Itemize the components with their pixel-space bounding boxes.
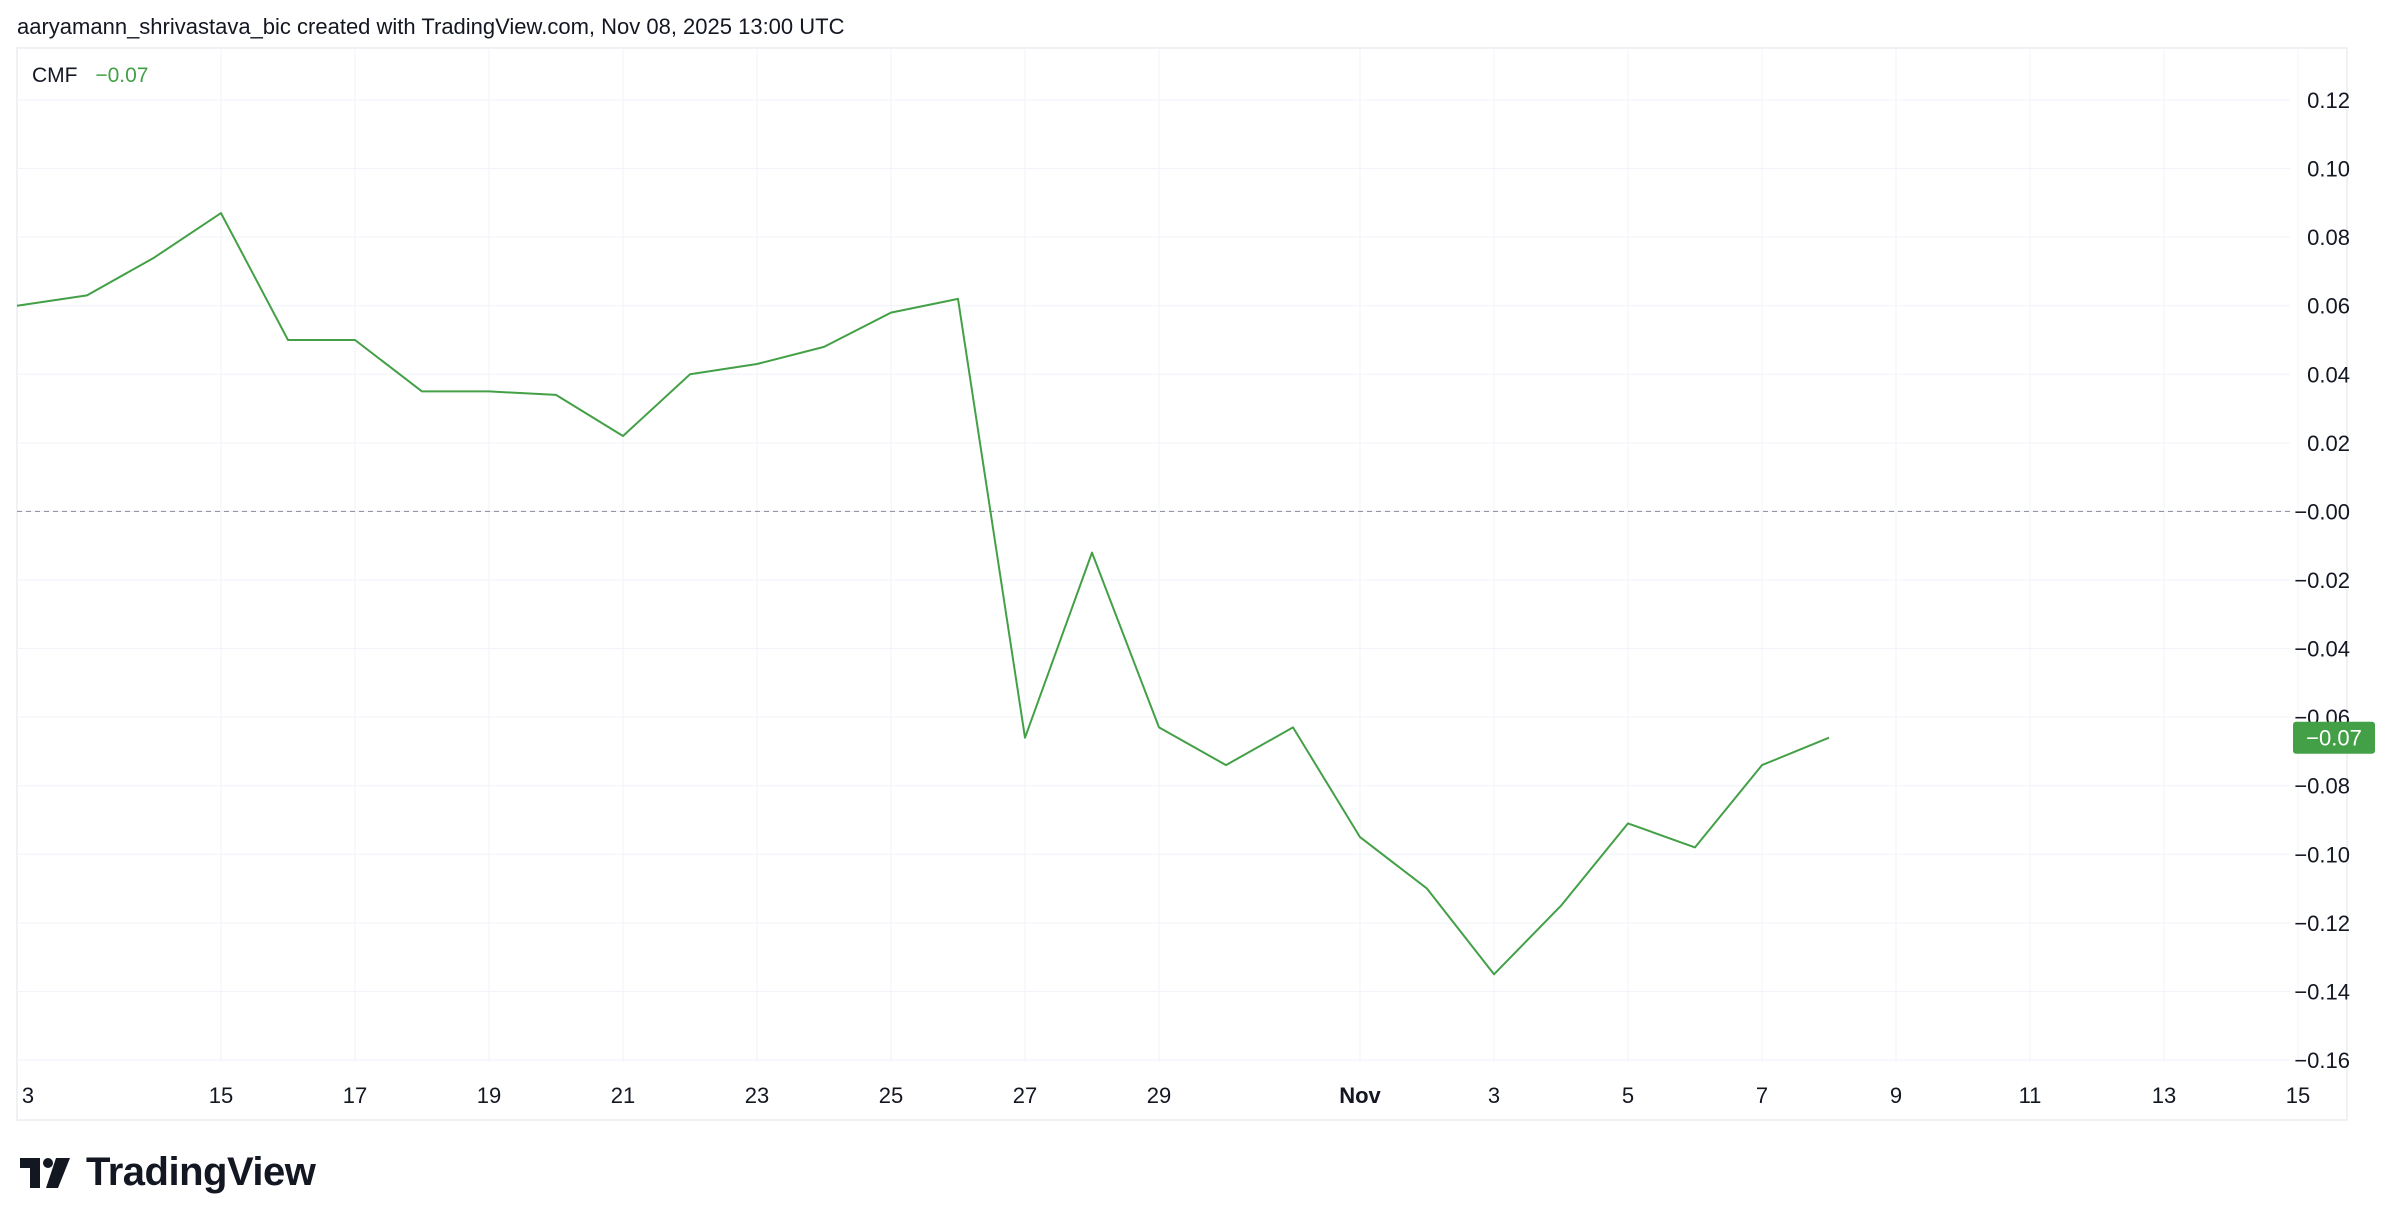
plot-frame [16,47,2348,1121]
y-tick-label: −0.08 [2294,774,2350,799]
last-value-badge: −0.07 [2293,721,2375,754]
y-axis: 0.12 0.10 0.08 0.06 0.04 0.02 −0.00 −0.02 −0.04 −… [2294,88,2350,1073]
cmf-series-line [16,212,1830,976]
x-tick-label: 13 [2152,1083,2176,1108]
indicator-legend[interactable]: CMF −0.07 [32,64,148,88]
grid-lines [17,48,2299,1062]
x-tick-label: 15 [209,1083,233,1108]
x-tick-label: 21 [611,1083,635,1108]
y-tick-label: −0.04 [2294,637,2350,662]
y-tick-label: 0.02 [2307,431,2350,456]
x-axis: 3 15 17 19 21 23 25 27 29 Nov 3 5 7 9 11 13 15 [22,1083,2310,1108]
tradingview-logo-icon [20,1157,70,1188]
x-tick-label: 29 [1147,1083,1171,1108]
last-value-badge-bg [2293,721,2375,754]
y-tick-label: 0.10 [2307,157,2350,182]
x-tick-label: 15 [2286,1083,2310,1108]
y-tick-label: −0.00 [2294,499,2350,524]
brand-name: TradingView [86,1150,316,1194]
y-tick-label: −0.02 [2294,568,2350,593]
x-tick-label: 11 [2019,1083,2042,1108]
y-tick-label: −0.16 [2294,1048,2350,1073]
x-tick-label: 5 [1622,1083,1634,1108]
last-value-badge-label: −0.07 [2306,726,2362,751]
x-tick-label: 9 [1890,1083,1902,1108]
y-tick-label: 0.08 [2307,225,2350,250]
y-tick-label: −0.10 [2294,842,2350,867]
x-tick-label: 7 [1756,1083,1768,1108]
legend-value: −0.07 [95,64,149,87]
x-tick-label: 19 [477,1083,501,1108]
y-tick-label: 0.04 [2307,362,2350,387]
cmf-line [16,212,1830,976]
tradingview-brand[interactable]: TradingView [20,1150,316,1195]
x-tick-label: 23 [745,1083,769,1108]
x-tick-label: 3 [22,1083,34,1108]
x-tick-label: 3 [1488,1083,1500,1108]
x-tick-label: 17 [343,1083,367,1108]
y-tick-label: −0.12 [2294,911,2350,936]
y-tick-label: 0.06 [2307,294,2350,319]
y-tick-label: 0.12 [2307,88,2350,113]
x-tick-label: 27 [1013,1083,1037,1108]
x-tick-label: 25 [879,1083,903,1108]
legend-name: CMF [32,64,78,87]
chart-attribution: aaryamann_shrivastava_bic created with T… [17,14,845,39]
x-tick-label: Nov [1339,1083,1381,1108]
y-tick-label: −0.14 [2294,979,2350,1004]
